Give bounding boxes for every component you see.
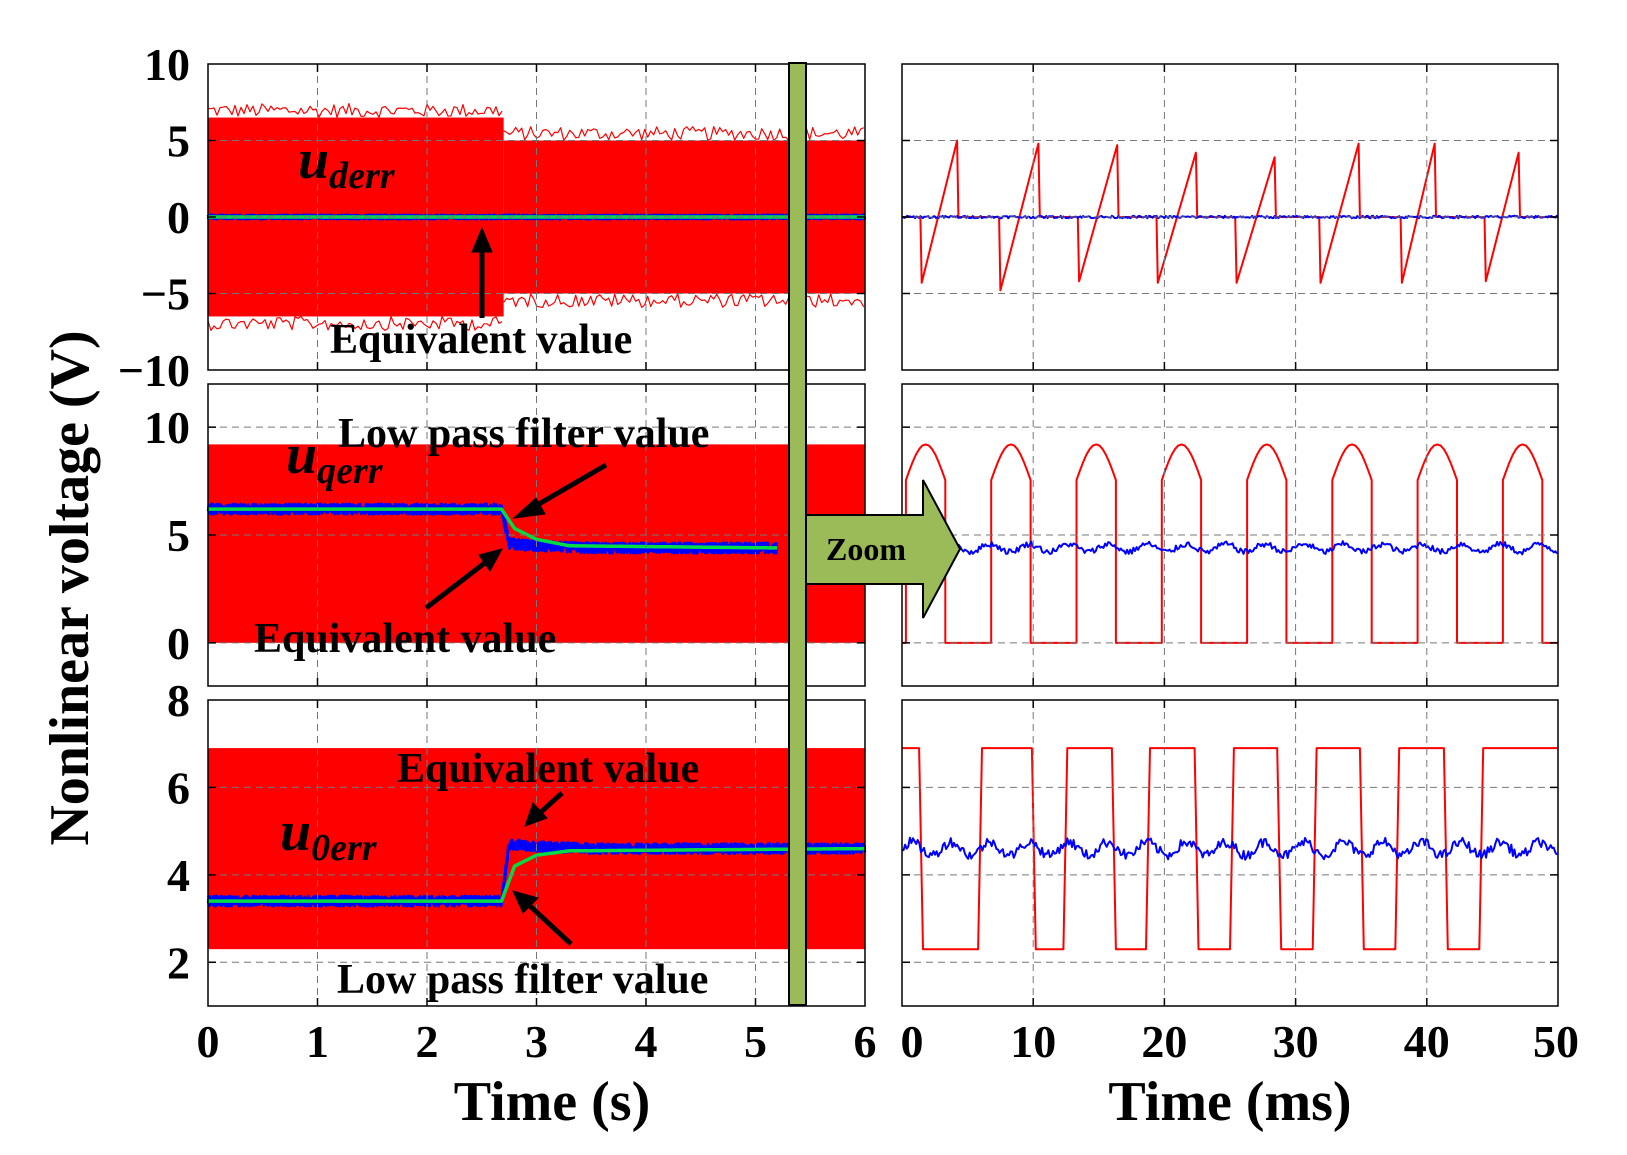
left-panel-3-tickmarks	[208, 700, 865, 1006]
right-panel-3-tickmarks	[902, 700, 1558, 1006]
x-tick-label-right: 50	[1533, 1016, 1579, 1067]
left-panel-1-tickmarks	[208, 64, 865, 370]
annotation-arrows	[424, 226, 608, 946]
right-panel-1-tickmarks	[902, 64, 1558, 370]
y-tick-label: 8	[167, 675, 190, 726]
zoom-indicator: Zoom	[788, 62, 962, 1006]
arrow-bot-lpf	[528, 904, 573, 946]
right-panel-3-grid	[902, 700, 1558, 1006]
plot-area	[206, 63, 1559, 1007]
y-tick-label: −10	[118, 345, 190, 396]
x-tick-label-right: 0	[901, 1016, 924, 1067]
left-panel-2-grid	[208, 384, 865, 686]
left-panel-1-pwm-fringe-bottom	[207, 315, 503, 331]
x-tick-label-right: 20	[1141, 1016, 1187, 1067]
y-tick-label: 6	[167, 762, 190, 813]
annotation-mid-equivalent: Equivalent value	[254, 616, 556, 662]
arrow-bot-lpf-head	[512, 890, 539, 914]
zoom-label: Zoom	[826, 531, 906, 567]
right-panel-3-frame	[901, 699, 1559, 1007]
signal-label-u0err: u0err	[280, 801, 378, 869]
x-tick-label-left: 5	[744, 1016, 767, 1067]
right-panel-3-equivalent-line	[901, 836, 1558, 861]
right-panel-2-grid	[902, 384, 1558, 686]
y-tick-label: 5	[167, 116, 190, 167]
annotation-top-equivalent: Equivalent value	[330, 317, 632, 363]
left-panel-1-pwm-fringe-bottom	[503, 293, 865, 308]
x-axis-label-left: Time (s)	[454, 1071, 651, 1133]
y-tick-label: 10	[144, 39, 190, 90]
arrow-mid-lpf-head	[512, 497, 546, 519]
y-tick-label: 10	[144, 402, 190, 453]
right-panel-2-switching-line	[902, 443, 1558, 644]
right-panel-3-switching-line	[902, 747, 1558, 951]
annotation-mid-lpf: Low pass filter value	[338, 411, 709, 457]
x-tick-label-left: 2	[416, 1016, 439, 1067]
left-panel-1-grid	[208, 64, 865, 370]
arrow-bot-equivalent-head	[524, 802, 548, 827]
arrow-mid-lpf	[530, 462, 608, 511]
y-axis-label: Nonlinear voltage (V)	[39, 330, 101, 845]
x-tick-label-left: 0	[197, 1016, 220, 1067]
left-panel-2-lpf-line	[208, 507, 778, 550]
annotation-bot-lpf: Low pass filter value	[337, 957, 708, 1003]
x-tick-label-left: 4	[635, 1016, 658, 1067]
left-panel-1-pwm-fringe-top	[503, 125, 864, 141]
y-tick-label: 0	[167, 192, 190, 243]
right-panel-2-equivalent-line	[901, 540, 1558, 556]
y-tick-label: 0	[167, 618, 190, 669]
arrow-top-equivalent-head	[471, 226, 493, 253]
y-tick-label: 2	[167, 937, 190, 988]
left-panel-1-pwm-fringe-top	[207, 102, 503, 119]
zoom-arrow	[805, 479, 962, 619]
x-tick-label-right: 40	[1404, 1016, 1450, 1067]
x-tick-label-left: 6	[854, 1016, 877, 1067]
x-tick-label-left: 3	[525, 1016, 548, 1067]
x-axis-label-right: Time (ms)	[1108, 1071, 1351, 1133]
arrow-bot-equivalent	[539, 791, 564, 814]
arrow-mid-equivalent-head	[478, 548, 503, 572]
x-tick-label-right: 30	[1273, 1016, 1319, 1067]
y-tick-label: 5	[167, 510, 190, 561]
right-panel-3	[901, 699, 1559, 1007]
arrow-mid-equivalent	[424, 560, 488, 610]
right-panel-1-grid	[902, 64, 1558, 370]
y-tick-label: 4	[167, 850, 190, 901]
zoom-bar	[788, 62, 807, 1006]
x-tick-label-left: 1	[306, 1016, 329, 1067]
signal-label-uqerr: uqerr	[286, 424, 384, 492]
x-tick-label-right: 10	[1010, 1016, 1056, 1067]
signal-label-uderr: uderr	[298, 129, 396, 197]
left-panel-3-grid	[208, 700, 865, 1006]
annotation-bot-equivalent: Equivalent value	[397, 746, 699, 792]
y-tick-label: −5	[141, 269, 190, 320]
